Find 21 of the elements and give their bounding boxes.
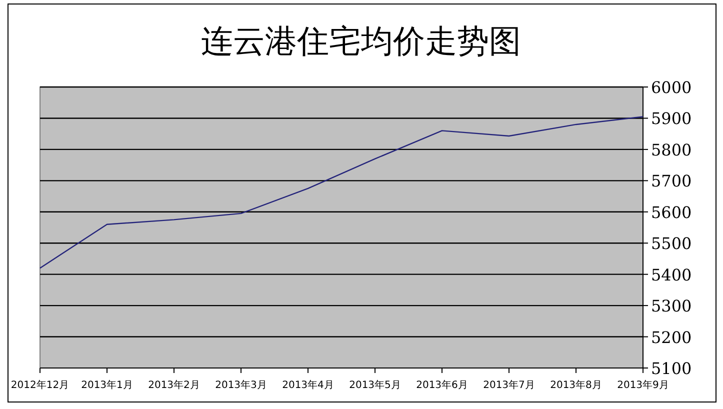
x-tick-label: 2013年4月	[282, 379, 334, 391]
y-tick-label: 5900	[651, 109, 692, 128]
x-tick-label: 2013年3月	[215, 379, 267, 391]
x-tick-label: 2013年7月	[483, 379, 535, 391]
x-tick-label: 2013年8月	[550, 379, 602, 391]
x-tick-label: 2013年9月	[617, 379, 669, 391]
y-tick-label: 6000	[651, 78, 692, 97]
y-tick-label: 5500	[651, 234, 692, 254]
x-tick-label: 2013年2月	[148, 379, 200, 391]
x-tick-label: 2012年12月	[10, 379, 70, 391]
y-tick-label: 5400	[651, 265, 692, 284]
x-tick-label: 2013年5月	[349, 379, 401, 391]
y-tick-label: 5700	[651, 172, 692, 191]
y-tick-label: 5100	[651, 359, 692, 378]
y-tick-label: 5300	[651, 296, 692, 316]
x-tick-label: 2013年6月	[416, 379, 468, 391]
x-tick-label: 2013年1月	[81, 379, 133, 391]
y-tick-label: 5200	[651, 328, 692, 347]
chart-title: 连云港住宅均价走势图	[201, 22, 521, 60]
y-tick-label: 5600	[651, 202, 692, 222]
y-tick-label: 5800	[651, 140, 692, 160]
